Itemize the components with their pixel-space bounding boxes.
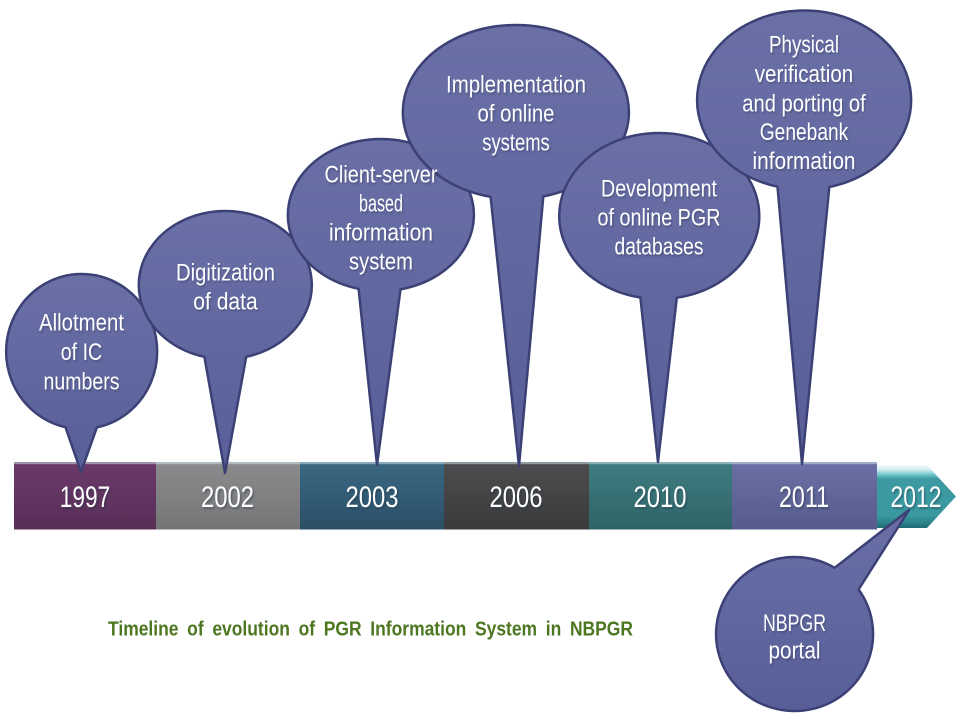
- svg-text:2011: 2011: [779, 481, 829, 514]
- svg-text:2003: 2003: [346, 481, 399, 514]
- svg-text:of data: of data: [194, 290, 259, 317]
- svg-text:2003: 2003: [347, 483, 400, 516]
- svg-text:of data: of data: [193, 289, 258, 316]
- svg-text:2010: 2010: [634, 481, 687, 514]
- svg-text:and porting of: and porting of: [742, 91, 866, 118]
- svg-text:of online PGR: of online PGR: [598, 205, 721, 232]
- svg-text:databases: databases: [615, 234, 704, 261]
- svg-text:1997: 1997: [61, 483, 112, 516]
- svg-text:Development: Development: [601, 176, 717, 203]
- svg-text:and porting of: and porting of: [743, 92, 867, 119]
- svg-text:portal: portal: [769, 638, 821, 665]
- svg-text:Timeline of evolution of PGR I: Timeline of evolution of PGR Information…: [108, 618, 633, 641]
- svg-text:systems: systems: [482, 130, 550, 157]
- svg-text:Genebank: Genebank: [760, 119, 849, 146]
- svg-text:of online PGR: of online PGR: [599, 206, 722, 233]
- svg-text:information: information: [753, 148, 856, 175]
- svg-text:of online: of online: [478, 101, 555, 128]
- svg-text:Client-server: Client-server: [325, 162, 438, 189]
- svg-text:of IC: of IC: [61, 339, 103, 366]
- svg-text:based: based: [359, 191, 403, 218]
- svg-text:Genebank: Genebank: [761, 121, 850, 148]
- svg-text:Client-server: Client-server: [326, 163, 439, 190]
- svg-text:Allotment: Allotment: [40, 311, 125, 338]
- svg-text:2002: 2002: [203, 483, 256, 516]
- svg-text:system: system: [350, 250, 414, 277]
- svg-text:2002: 2002: [201, 481, 254, 514]
- svg-text:of IC: of IC: [62, 341, 104, 368]
- svg-text:Allotment: Allotment: [39, 310, 124, 337]
- svg-text:2012: 2012: [891, 481, 942, 514]
- svg-text:Development: Development: [602, 177, 718, 204]
- svg-text:information: information: [754, 150, 857, 177]
- svg-text:Physical: Physical: [769, 32, 839, 59]
- svg-text:based: based: [360, 192, 404, 219]
- svg-text:numbers: numbers: [45, 370, 121, 397]
- svg-text:2011: 2011: [781, 483, 831, 516]
- svg-text:2006: 2006: [491, 483, 544, 516]
- svg-text:NBPGR: NBPGR: [763, 610, 826, 637]
- svg-text:NBPGR: NBPGR: [764, 612, 827, 639]
- svg-text:databases: databases: [616, 235, 705, 262]
- svg-text:2006: 2006: [490, 481, 543, 514]
- svg-text:verification: verification: [756, 63, 855, 90]
- svg-text:information: information: [330, 221, 434, 248]
- svg-text:2012: 2012: [892, 483, 943, 516]
- svg-text:verification: verification: [755, 61, 854, 88]
- svg-text:1997: 1997: [60, 481, 111, 514]
- svg-text:systems: systems: [483, 131, 551, 158]
- svg-text:numbers: numbers: [44, 369, 120, 396]
- svg-text:2010: 2010: [635, 483, 688, 516]
- svg-text:system: system: [349, 249, 413, 276]
- svg-text:Implementation: Implementation: [446, 72, 586, 99]
- svg-text:Digitization: Digitization: [177, 261, 276, 288]
- svg-text:Digitization: Digitization: [176, 260, 275, 287]
- svg-text:Implementation: Implementation: [447, 73, 587, 100]
- svg-text:of online: of online: [479, 102, 556, 129]
- svg-text:Physical: Physical: [770, 33, 840, 60]
- svg-text:information: information: [329, 220, 433, 247]
- svg-text:portal: portal: [770, 639, 822, 666]
